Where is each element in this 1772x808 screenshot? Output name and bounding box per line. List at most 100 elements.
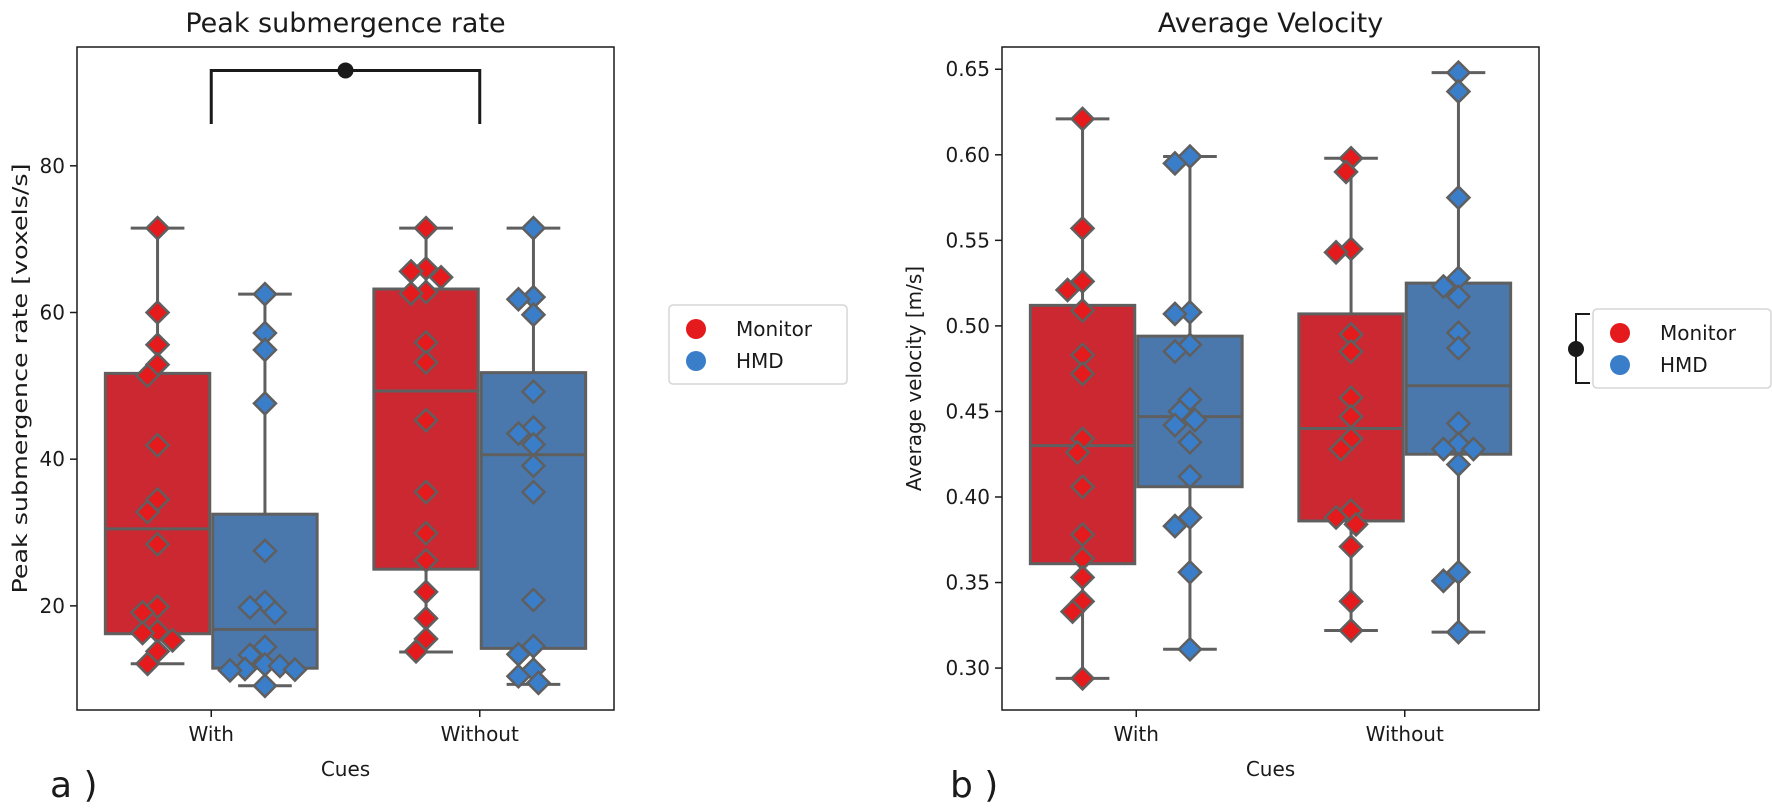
data-point-monitor	[134, 362, 161, 389]
data-point-hmd	[262, 599, 288, 626]
data-point-hmd	[525, 670, 552, 696]
legend-marker-monitor	[1610, 323, 1630, 343]
data-point-hmd	[1177, 299, 1203, 325]
data-point-hmd	[1177, 429, 1203, 456]
data-point-monitor	[398, 280, 424, 307]
data-point-monitor	[413, 547, 439, 574]
box-monitor-without	[372, 215, 480, 665]
chart-title: Peak submergence rate	[185, 8, 505, 39]
data-point-monitor	[1059, 598, 1086, 625]
significance-dot	[337, 62, 354, 79]
box-hmd-with	[1136, 143, 1244, 663]
data-point-monitor	[1338, 588, 1364, 615]
y-tick-label: 0.65	[945, 57, 990, 81]
data-point-monitor	[1054, 277, 1081, 303]
data-point-hmd	[505, 420, 532, 447]
legend-label-monitor: Monitor	[736, 317, 813, 341]
box-hmd-without	[1404, 59, 1513, 645]
data-point-monitor	[1069, 665, 1096, 692]
data-point-monitor	[134, 651, 161, 677]
data-point-monitor	[1069, 297, 1096, 324]
data-point-monitor	[1069, 473, 1096, 500]
data-point-monitor	[1069, 215, 1096, 242]
data-point-hmd	[1430, 568, 1457, 594]
box-monitor-without	[1297, 145, 1405, 644]
data-point-hmd	[217, 657, 243, 684]
y-tick-label: 0.35	[945, 571, 990, 595]
data-point-monitor	[1333, 159, 1359, 185]
y-tick-label: 0.50	[945, 314, 990, 338]
data-point-hmd	[1460, 436, 1487, 462]
data-point-hmd	[1182, 407, 1208, 433]
data-point-monitor	[413, 349, 439, 376]
data-point-monitor	[134, 499, 161, 525]
legend-significance-dot	[1568, 341, 1584, 357]
data-point-hmd	[1162, 338, 1188, 365]
legend-box	[668, 304, 848, 385]
data-point-hmd	[1162, 412, 1188, 438]
data-point-hmd	[1430, 436, 1457, 462]
data-point-monitor	[1323, 504, 1349, 531]
significance-bracket	[209, 68, 482, 125]
y-tick-label: 0.55	[945, 228, 990, 252]
data-point-monitor	[413, 520, 439, 547]
x-axis-label: Cues	[321, 757, 370, 781]
box-hmd-without	[479, 215, 588, 696]
y-tick-label: 0.60	[945, 143, 990, 167]
data-point-hmd	[1162, 301, 1188, 327]
panel-label: a )	[50, 765, 98, 806]
data-point-monitor	[413, 479, 439, 505]
data-point-monitor	[1069, 361, 1096, 387]
data-point-hmd	[1177, 559, 1203, 586]
data-point-hmd	[520, 453, 547, 479]
legend-label-hmd: HMD	[1660, 353, 1708, 377]
data-point-monitor	[1338, 338, 1364, 365]
data-point-hmd	[232, 656, 258, 682]
data-point-hmd	[252, 538, 278, 564]
axes-frame	[1001, 46, 1540, 711]
data-point-monitor	[144, 215, 171, 241]
y-tick-label: 60	[40, 300, 65, 324]
data-point-monitor	[1064, 439, 1091, 466]
data-point-monitor	[413, 605, 439, 632]
data-point-monitor	[144, 531, 171, 558]
data-point-hmd	[252, 337, 278, 363]
data-point-hmd	[1445, 78, 1472, 105]
data-point-hmd	[520, 479, 547, 505]
data-point-monitor	[413, 579, 439, 605]
panel-label: b )	[950, 765, 998, 806]
data-point-monitor	[1343, 511, 1369, 538]
data-point-monitor	[413, 407, 439, 434]
x-axis-label: Cues	[1246, 757, 1295, 781]
data-point-hmd	[520, 587, 547, 613]
x-tick-label: Without	[441, 722, 519, 746]
data-point-hmd	[1445, 451, 1472, 478]
data-point-monitor	[1338, 533, 1364, 560]
legend-marker-hmd	[1610, 355, 1630, 375]
data-point-monitor	[144, 432, 171, 459]
legend-label-hmd: HMD	[736, 349, 784, 373]
y-axis-label: Peak submergence rate [voxels/s]	[8, 164, 32, 594]
chart-panel-a: Peak submergence rate 20 40 60 80 With Without…	[8, 8, 848, 806]
data-point-monitor	[428, 264, 454, 291]
x-tick-label: With	[189, 722, 234, 746]
y-tick-label: 0.30	[945, 656, 990, 680]
data-point-monitor	[159, 627, 186, 654]
data-point-monitor	[1338, 617, 1364, 644]
data-point-monitor	[1069, 521, 1096, 548]
box-monitor-with	[1028, 106, 1137, 692]
data-point-hmd	[520, 215, 547, 241]
data-point-monitor	[413, 215, 439, 241]
box-monitor-with	[103, 215, 212, 677]
data-point-hmd	[520, 301, 547, 328]
legend-marker-monitor	[686, 319, 706, 339]
chart-title: Average Velocity	[1158, 8, 1383, 39]
legend-box	[1592, 308, 1772, 389]
axes-frame	[76, 46, 615, 711]
data-point-hmd	[252, 673, 278, 699]
data-point-hmd	[237, 594, 263, 621]
data-point-hmd	[252, 281, 278, 307]
data-point-monitor	[1323, 239, 1349, 266]
y-tick-label: 0.40	[945, 485, 990, 509]
